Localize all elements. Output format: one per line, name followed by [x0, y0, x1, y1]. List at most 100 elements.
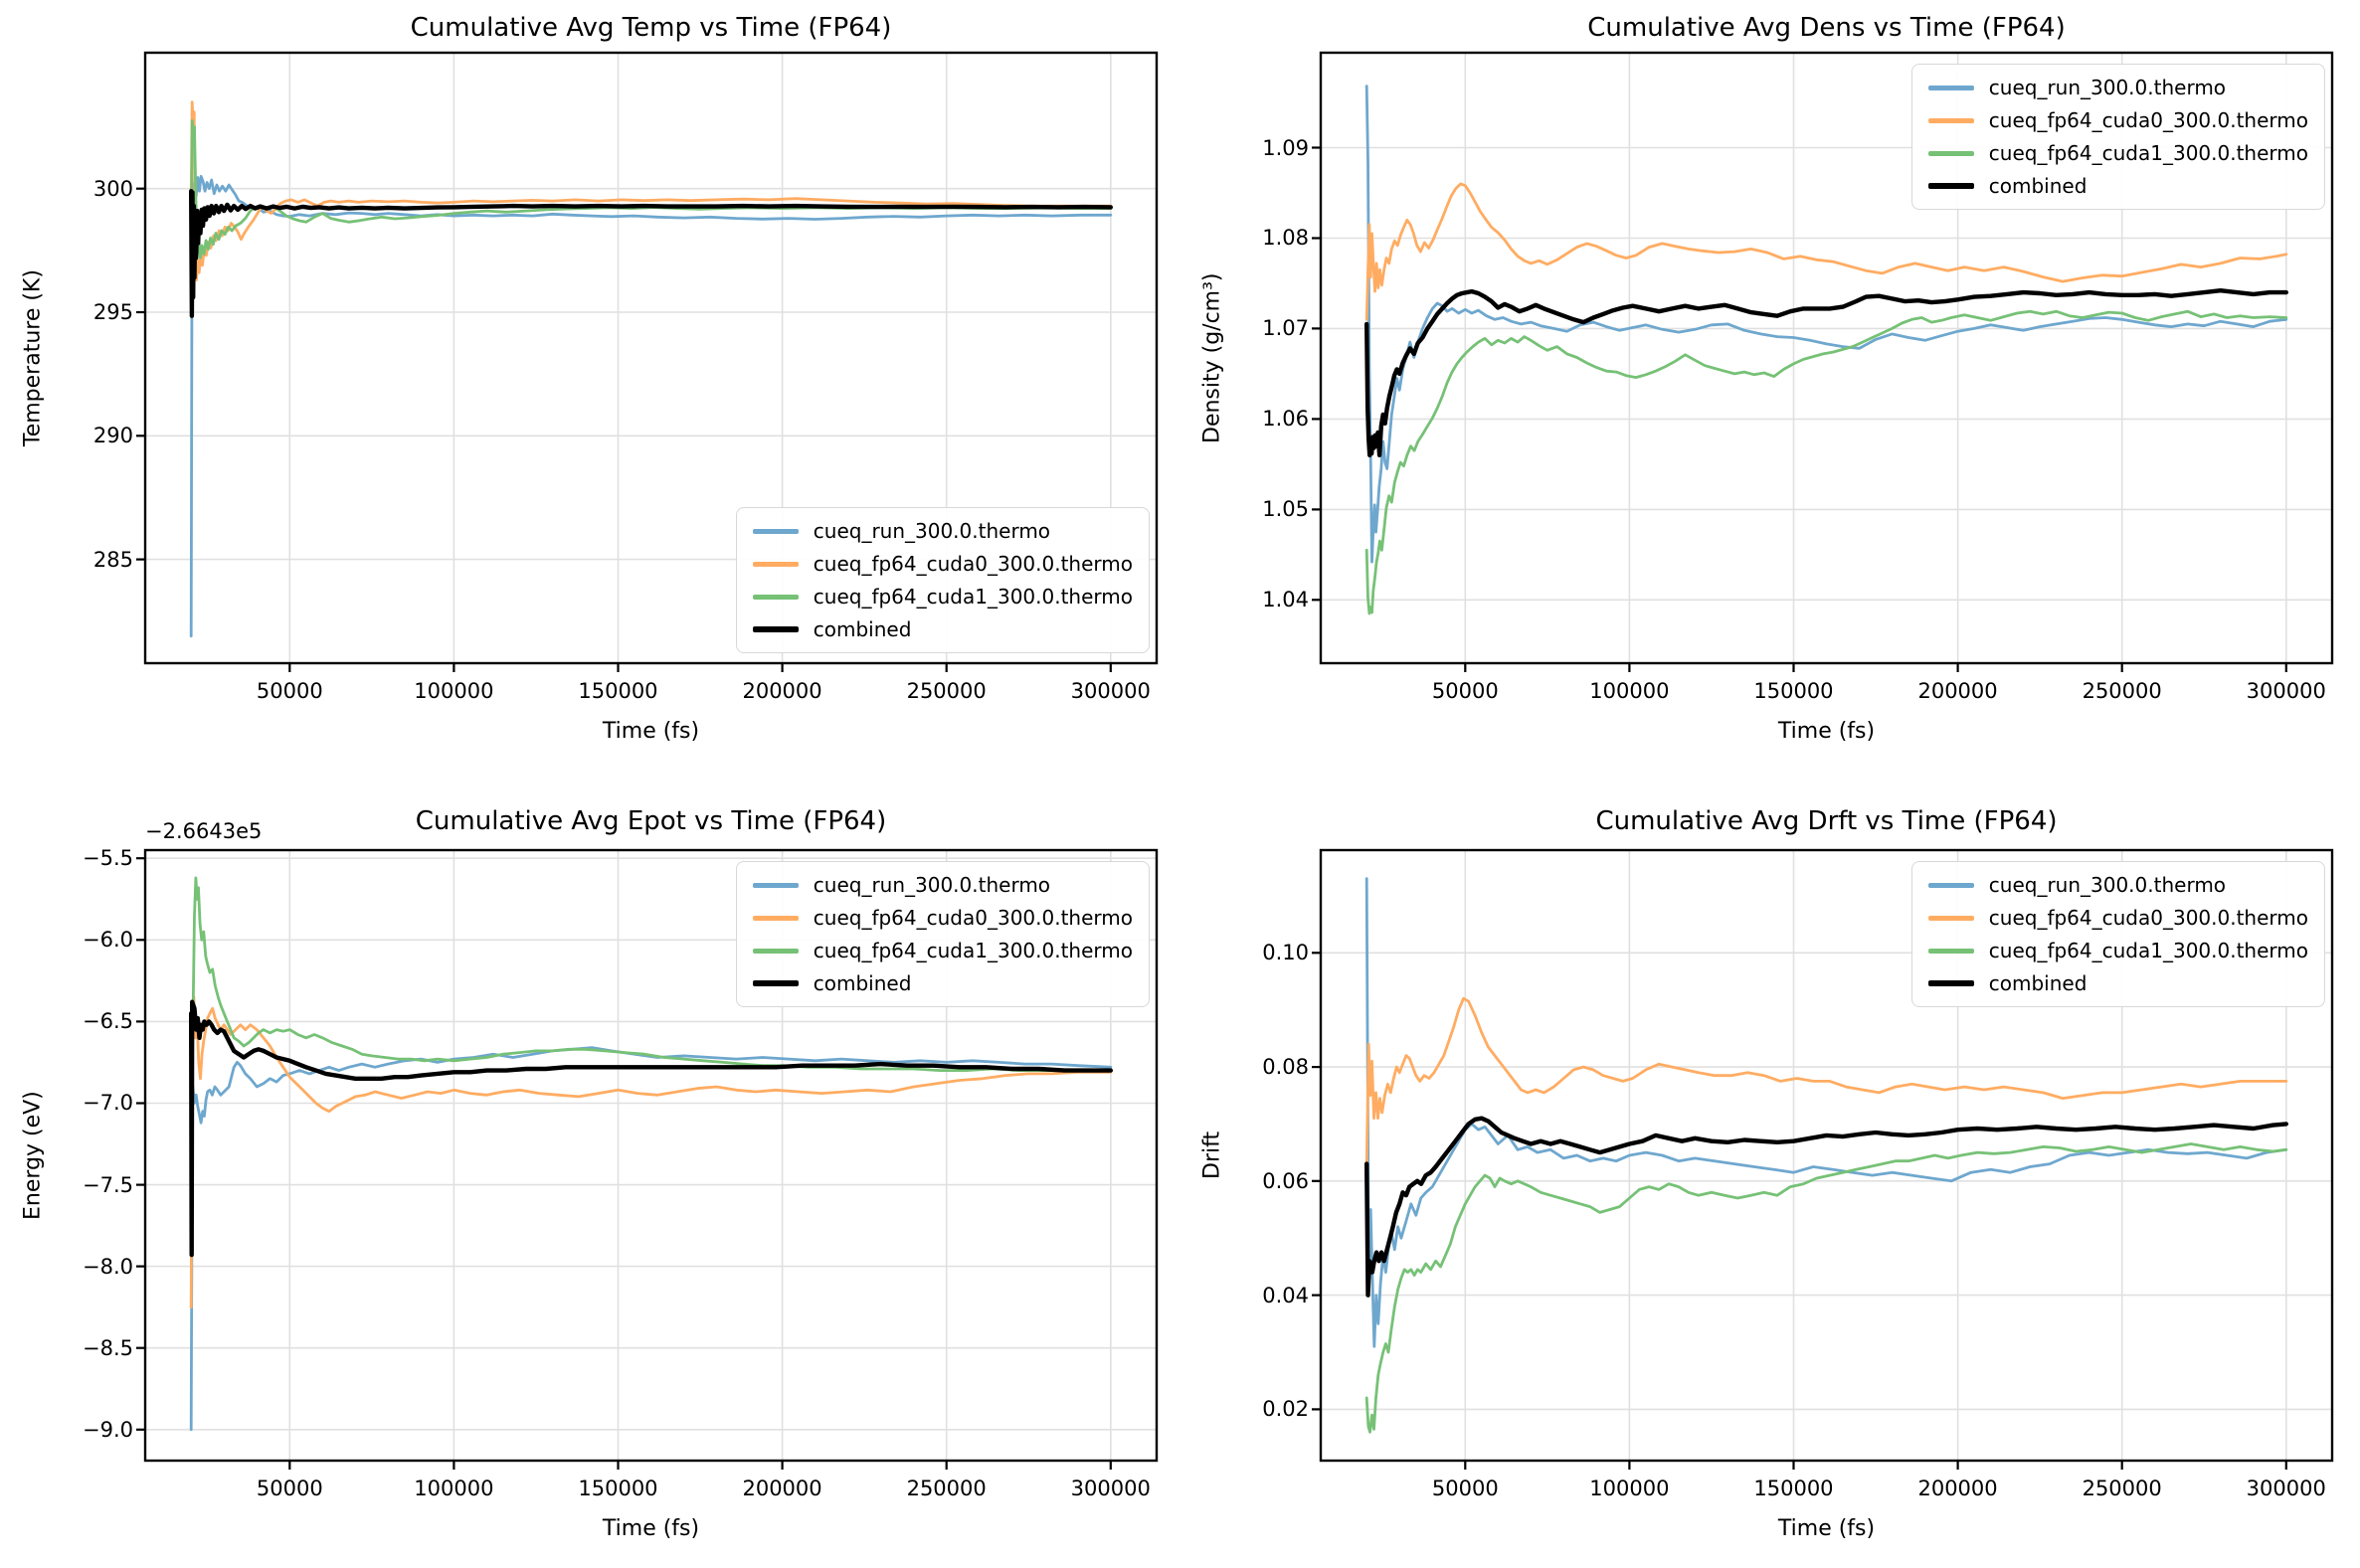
series-line-cueq-fp64-cuda1 [1364, 1142, 2288, 1434]
legend-swatch [752, 882, 799, 888]
x-tick-label: 150000 [578, 1477, 658, 1500]
x-tick-label: 100000 [1589, 679, 1670, 703]
y-axis-offset-text: −2.6643e5 [145, 819, 263, 843]
legend-swatch [752, 915, 799, 921]
legend-label: cueq_fp64_cuda0_300.0.thermo [1988, 906, 2308, 930]
series-line-combined [1364, 288, 2288, 457]
y-tick-label: 0.04 [1262, 1283, 1309, 1307]
legend-swatch [1927, 948, 1974, 954]
y-tick-label: 1.06 [1262, 407, 1309, 432]
series-line-cueq-fp64-cuda0 [189, 100, 1113, 282]
y-tick-label: 295 [92, 300, 133, 324]
legend-item: cueq_fp64_cuda0_300.0.thermo [752, 552, 1133, 576]
legend-label: cueq_fp64_cuda1_300.0.thermo [1988, 141, 2308, 165]
legend-label: combined [1988, 971, 2088, 995]
series-line-cueq-fp64-cuda1 [189, 119, 1113, 269]
legend-item: cueq_fp64_cuda0_300.0.thermo [1927, 108, 2308, 132]
legend-label: cueq_run_300.0.thermo [813, 873, 1051, 897]
y-tick-label: −6.0 [83, 928, 133, 953]
x-tick-label: 300000 [2246, 679, 2326, 703]
y-tick-label: 290 [92, 424, 133, 448]
x-tick-label: 150000 [1753, 679, 1834, 703]
chart-title-drft: Cumulative Avg Drft vs Time (FP64) [1595, 806, 2058, 836]
x-axis-label-temp: Time (fs) [602, 719, 700, 744]
legend-swatch [752, 561, 799, 567]
plot-area-drft [1312, 848, 2334, 1470]
legend-swatch [1927, 915, 1974, 921]
x-axis-label-epot: Time (fs) [602, 1516, 700, 1541]
legend-swatch [1927, 882, 1974, 888]
legend-item: cueq_fp64_cuda0_300.0.thermo [752, 906, 1133, 930]
y-tick-label: −7.0 [83, 1091, 133, 1116]
x-tick-label: 300000 [1070, 679, 1151, 703]
x-tick-label: 50000 [256, 679, 323, 703]
plot-area-epot [136, 848, 1159, 1470]
x-tick-label: 300000 [2246, 1477, 2326, 1500]
y-tick-label: 0.06 [1262, 1168, 1309, 1193]
legend-item: cueq_fp64_cuda1_300.0.thermo [752, 585, 1133, 609]
series-line-combined [1364, 1116, 2288, 1298]
series-line-cueq-run [189, 174, 1113, 638]
series-line-cueq-fp64-cuda0 [1364, 996, 2288, 1165]
legend-swatch [752, 626, 799, 632]
legend-swatch [752, 948, 799, 954]
legend-item: combined [1927, 971, 2308, 995]
legend-swatch [752, 980, 799, 986]
x-tick-label: 250000 [906, 679, 987, 703]
y-tick-label: −8.0 [83, 1254, 133, 1279]
y-tick-label: 0.08 [1262, 1055, 1309, 1080]
x-tick-label: 200000 [742, 1477, 822, 1500]
legend-swatch [1927, 85, 1974, 90]
y-tick-label: 1.09 [1262, 135, 1309, 160]
y-tick-label: 285 [92, 547, 133, 572]
x-tick-label: 250000 [2082, 1477, 2162, 1500]
y-tick-label: 1.05 [1262, 497, 1309, 522]
legend: cueq_run_300.0.thermo cueq_fp64_cuda0_300… [1910, 64, 2325, 210]
x-tick-label: 250000 [2082, 679, 2162, 703]
legend-item: combined [752, 617, 1133, 641]
x-tick-label: 100000 [414, 679, 494, 703]
legend-swatch [1927, 150, 1974, 156]
legend-swatch [1927, 183, 1974, 189]
legend-swatch [752, 528, 799, 534]
x-tick-label: 150000 [578, 679, 658, 703]
x-tick-label: 250000 [906, 1477, 987, 1500]
legend-label: cueq_fp64_cuda1_300.0.thermo [1988, 939, 2308, 962]
legend-item: cueq_fp64_cuda0_300.0.thermo [1927, 906, 2308, 930]
axes-spine [1319, 51, 2334, 665]
plot-area-temp [136, 51, 1159, 672]
y-tick-label: −5.5 [83, 846, 133, 871]
legend-label: cueq_run_300.0.thermo [813, 519, 1051, 543]
legend-item: combined [752, 971, 1133, 995]
x-tick-label: 200000 [1917, 1477, 1998, 1500]
series-line-cueq-run [1364, 85, 2288, 564]
series-line-cueq-fp64-cuda0 [189, 995, 1113, 1309]
series-line-combined [189, 189, 1113, 318]
y-tick-label: 1.04 [1262, 588, 1309, 612]
legend-item: combined [1927, 174, 2308, 198]
chart-drft: Cumulative Avg Drft vs Time (FP64) Drift… [1180, 784, 2360, 1568]
legend-swatch [752, 594, 799, 600]
legend-item: cueq_run_300.0.thermo [752, 873, 1133, 897]
chart-temp: Cumulative Avg Temp vs Time (FP64) Tempe… [0, 0, 1180, 784]
legend-label: combined [813, 971, 912, 995]
chart-dens: Cumulative Avg Dens vs Time (FP64) Densi… [1180, 0, 2360, 784]
series-line-cueq-fp64-cuda0 [1364, 182, 2288, 321]
legend-item: cueq_fp64_cuda1_300.0.thermo [1927, 141, 2308, 165]
x-tick-label: 50000 [1431, 1477, 1499, 1500]
legend: cueq_run_300.0.thermo cueq_fp64_cuda0_300… [735, 861, 1150, 1007]
legend: cueq_run_300.0.thermo cueq_fp64_cuda0_300… [1910, 861, 2325, 1007]
series-line-cueq-run [189, 1046, 1113, 1432]
legend-label: combined [1988, 174, 2088, 198]
legend-item: cueq_run_300.0.thermo [1927, 76, 2308, 99]
y-tick-label: 1.08 [1262, 226, 1309, 251]
y-tick-label: 0.02 [1262, 1397, 1309, 1422]
series-line-cueq-fp64-cuda1 [1364, 309, 2288, 615]
legend-swatch [1927, 117, 1974, 123]
y-tick-label: 1.07 [1262, 316, 1309, 341]
chart-epot: Cumulative Avg Epot vs Time (FP64) −2.66… [0, 784, 1180, 1568]
legend-label: cueq_fp64_cuda0_300.0.thermo [813, 552, 1133, 576]
legend-item: cueq_fp64_cuda1_300.0.thermo [1927, 939, 2308, 962]
y-tick-label: −9.0 [83, 1417, 133, 1442]
